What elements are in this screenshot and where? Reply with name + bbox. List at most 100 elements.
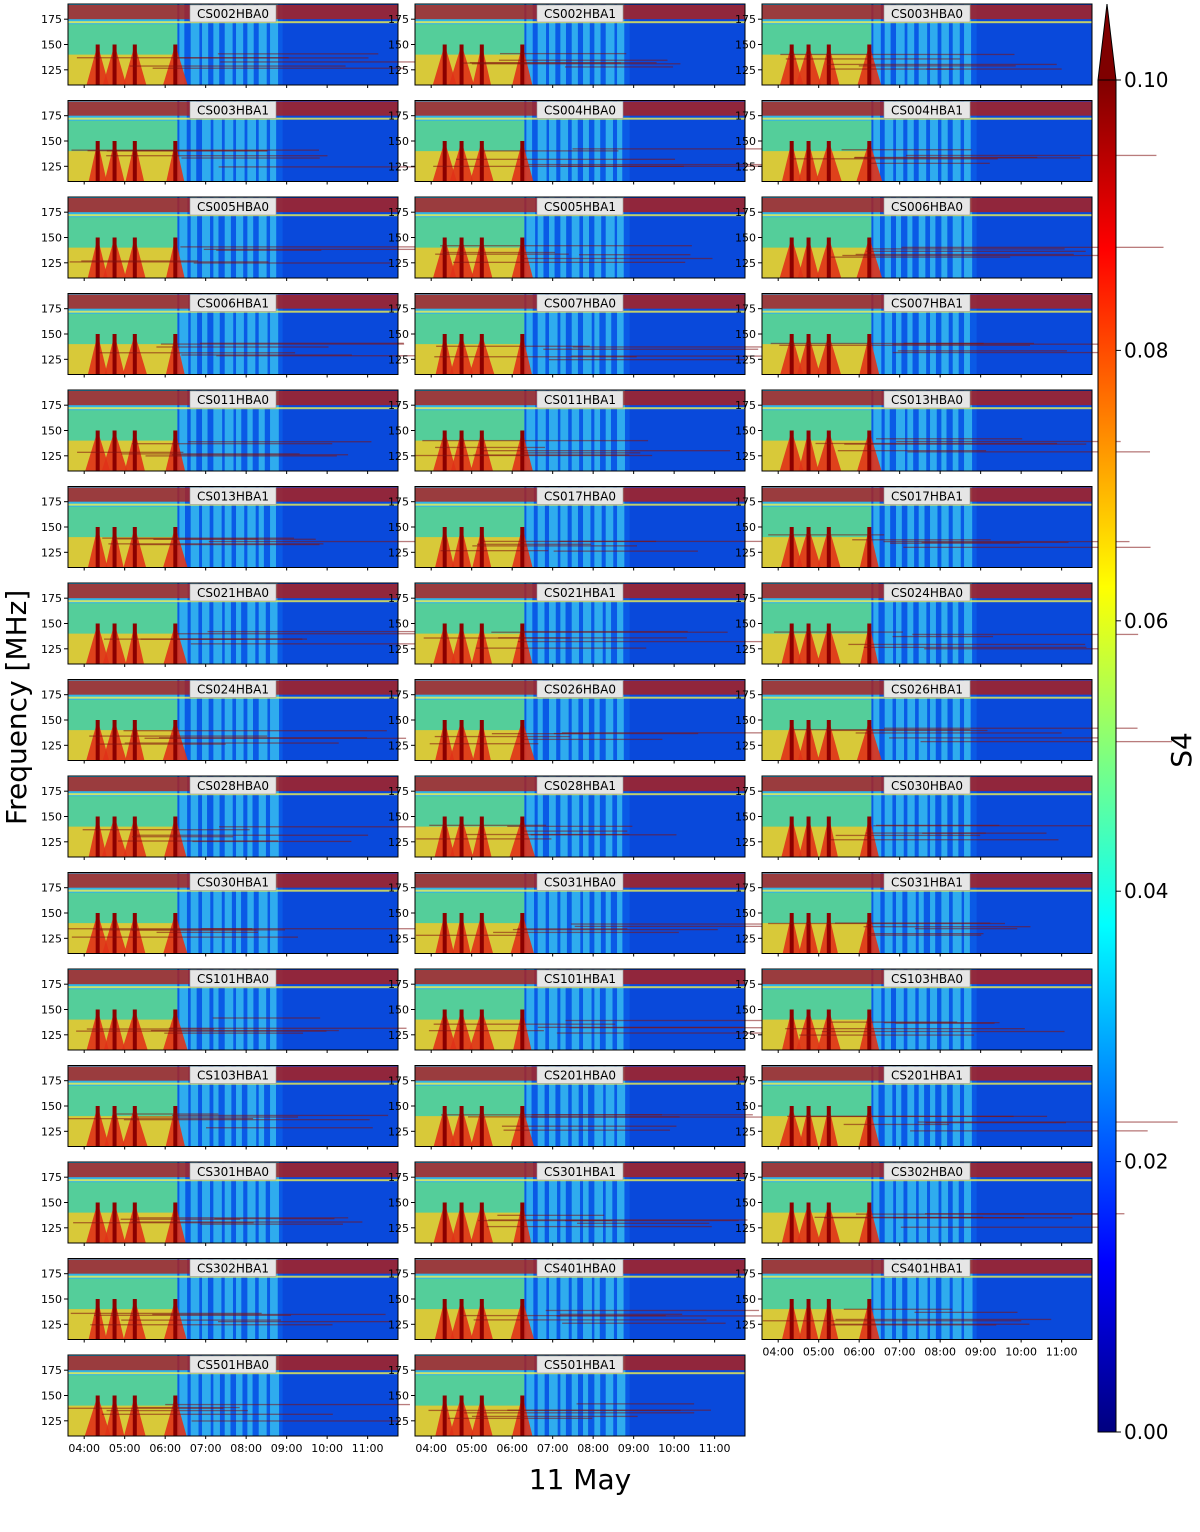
x-tick-label: 06:00 [496, 1442, 528, 1455]
transition-stripe [964, 1258, 973, 1340]
transition-stripe [247, 390, 253, 471]
rfi-dash [434, 356, 637, 358]
transition-stripe [213, 583, 223, 664]
transition-stripe [941, 100, 948, 182]
rfi-dash [201, 928, 442, 930]
rfi-dash [171, 1114, 389, 1117]
transition-stripe [907, 583, 914, 664]
y-tick-label: 150 [735, 135, 756, 148]
transition-stripe [549, 197, 555, 278]
rfi-dash [768, 534, 885, 536]
rfi-dash [779, 344, 1030, 346]
transition-stripe [896, 390, 905, 471]
spike-core [520, 1395, 525, 1436]
rfi-dash [190, 643, 445, 645]
transition-stripe [617, 969, 624, 1050]
transition-stripe [213, 969, 219, 1050]
spike-core [95, 720, 100, 761]
transition-stripe [247, 486, 256, 568]
panel-label: CS301HBA1 [544, 1165, 616, 1179]
y-tick-label: 175 [41, 206, 62, 219]
panel-cs103hba1: CS103HBA1 125 150 175 [41, 1065, 399, 1150]
y-axis-label: Frequency [MHz] [0, 589, 33, 825]
y-tick-label: 125 [41, 160, 62, 173]
rfi-dash [889, 737, 1112, 739]
transition-stripe [594, 293, 600, 375]
transition-stripe [258, 486, 264, 568]
transition-stripe [918, 1065, 925, 1147]
y-tick-label: 125 [388, 450, 409, 463]
transition-stripe [190, 583, 199, 664]
transition-stripe [896, 486, 902, 568]
spike-core [173, 1299, 178, 1340]
transition-stripe [560, 872, 567, 954]
spike-core [95, 1299, 100, 1340]
panel-cs401hba0: CS401HBA0 125 150 175 [388, 1258, 773, 1343]
y-tick-label: 150 [388, 521, 409, 534]
transition-stripe [526, 197, 536, 278]
rfi-dash [926, 68, 1062, 70]
transition-stripe [270, 390, 279, 471]
panel-label-box [536, 487, 624, 505]
transition-stripe [941, 776, 948, 857]
transition-stripe [202, 583, 210, 664]
panel-label-box [536, 583, 624, 602]
spike-core [789, 141, 794, 182]
rfi-dash [435, 446, 546, 449]
transition-stripe [549, 872, 558, 954]
transition-stripe [190, 1065, 199, 1147]
colorbar-extend-max [1097, 3, 1117, 81]
spike-core [806, 141, 811, 182]
transition-stripe [224, 100, 234, 182]
rfi-dash [528, 163, 775, 166]
panel-cs101hba1: CS101HBA1 125 150 175 [388, 968, 806, 1053]
transition-stripe [941, 4, 949, 85]
y-tick-label: 125 [388, 643, 409, 656]
rfi-dash [914, 1311, 1018, 1313]
panel-label: CS005HBA0 [197, 200, 269, 214]
spike-core [479, 913, 484, 954]
transition-stripe [247, 872, 254, 954]
y-tick-label: 175 [41, 689, 62, 702]
spike-core [867, 141, 872, 182]
transition-stripe [224, 1162, 232, 1243]
spike-core [806, 237, 811, 278]
transition-stripe [930, 1162, 939, 1243]
transition-stripe [270, 1355, 280, 1436]
rfi-dash [521, 257, 713, 260]
panel-label: CS401HBA0 [544, 1262, 616, 1276]
spike-core [132, 1395, 137, 1436]
panel-label-box [189, 4, 277, 23]
x-tick-label: 10:00 [658, 1442, 690, 1455]
panel-label-box [536, 1259, 624, 1277]
spike-core [459, 334, 464, 375]
transition-stripe [594, 197, 602, 278]
spike-core [789, 237, 794, 278]
panel-label-box [883, 873, 971, 891]
transition-stripe [549, 679, 557, 761]
transition-stripe [179, 1162, 186, 1243]
spike-core [95, 237, 100, 278]
transition-stripe [270, 197, 277, 278]
spike-core [806, 430, 811, 471]
colorbar-tick-label: 0.10 [1124, 68, 1169, 92]
spike-core [479, 1009, 484, 1050]
transition-stripe [179, 390, 188, 471]
panel-label-box [536, 776, 624, 795]
rfi-dash [826, 63, 1057, 66]
y-tick-label: 125 [41, 836, 62, 849]
x-tick-label: 11:00 [352, 1442, 384, 1455]
transition-stripe [594, 872, 601, 954]
rfi-dash [543, 348, 759, 350]
transition-stripe [179, 486, 186, 568]
panel-label-box [883, 1162, 971, 1181]
transition-stripe [571, 390, 580, 471]
y-tick-label: 125 [735, 450, 756, 463]
x-tick-label: 11:00 [699, 1442, 731, 1455]
transition-stripe [873, 872, 881, 954]
transition-stripe [258, 4, 267, 85]
rfi-dash [876, 824, 1000, 827]
rfi-dash [905, 154, 1157, 157]
rfi-dash [556, 1032, 795, 1034]
y-tick-label: 175 [388, 110, 409, 123]
